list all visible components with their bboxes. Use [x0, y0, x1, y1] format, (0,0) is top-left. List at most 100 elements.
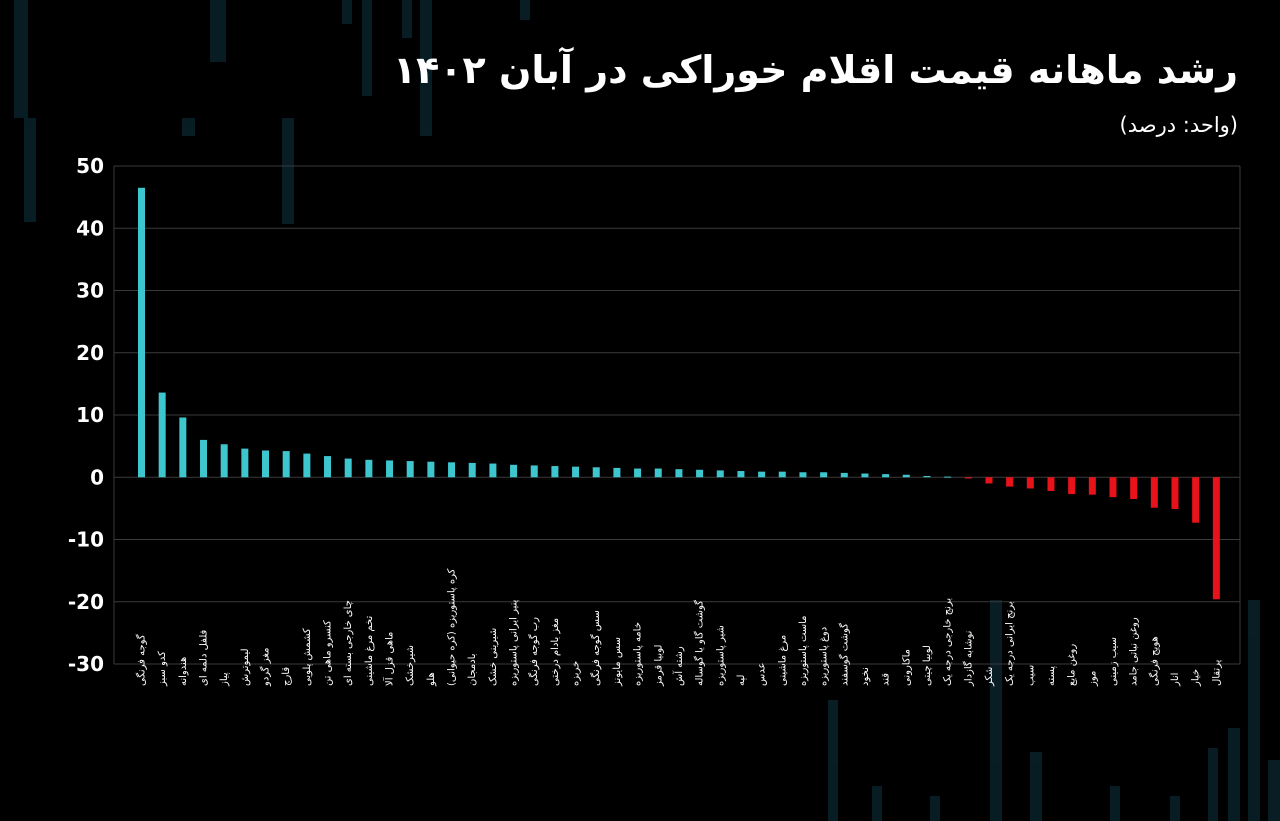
- x-tick-label: روغن نباتی جامد: [1129, 617, 1140, 686]
- bar: [654, 468, 662, 478]
- x-tick-label: لوبیا قرمز: [653, 645, 664, 687]
- bar: [613, 467, 621, 478]
- x-tick-label: کره پاستوریزه (کره حیوانی): [447, 568, 458, 686]
- bar: [1006, 477, 1014, 487]
- x-tick-label: سیب زمینی: [1108, 637, 1119, 686]
- y-tick-label: 20: [76, 341, 104, 365]
- y-tick-label: -10: [68, 528, 104, 552]
- chart-title: رشد ماهانه قیمت اقلام خوراکی در آبان ۱۴۰…: [392, 48, 1238, 92]
- bar: [944, 476, 952, 478]
- x-tick-label: هندوانه: [178, 657, 189, 686]
- x-tick-label: سس گوجه فرنگی: [590, 610, 602, 686]
- bar: [262, 450, 270, 478]
- bar: [324, 456, 332, 478]
- x-tick-label: روغن مایع: [1067, 644, 1078, 686]
- bar: [468, 462, 476, 478]
- x-tick-label: دوغ پاستوریزه: [819, 627, 830, 686]
- bars: [138, 187, 1220, 600]
- x-tick-label: گوجه فرنگی: [136, 634, 148, 686]
- bar: [138, 187, 145, 478]
- x-tick-label: لپه: [736, 675, 747, 686]
- y-tick-label: 0: [90, 465, 104, 489]
- bar: [448, 462, 456, 478]
- bar: [530, 465, 538, 478]
- x-tick-label: خامه پاستوریزه: [633, 622, 644, 686]
- x-tick-label: بادمجان: [467, 654, 478, 687]
- chart-unit-subtitle: (واحد: درصد): [1119, 113, 1238, 137]
- bar: [778, 471, 786, 478]
- bar: [386, 460, 394, 478]
- x-tick-label: کشمش پلویی: [302, 628, 313, 686]
- y-tick-label: -30: [68, 652, 104, 676]
- bar: [489, 463, 497, 478]
- bar: [1192, 477, 1200, 523]
- x-tick-label: شکر: [984, 667, 995, 687]
- bar: [737, 471, 745, 478]
- x-tick-label: خیار: [1191, 669, 1202, 687]
- x-tick-label: کدو سبز: [157, 651, 168, 687]
- x-tick-label: گوشت گوسفند: [838, 623, 850, 686]
- y-tick-label: 10: [76, 403, 104, 427]
- x-tick-label: خربزه: [571, 661, 582, 686]
- bar: [572, 466, 580, 478]
- bar: [282, 451, 290, 478]
- bar: [716, 470, 724, 478]
- x-tick-label: پنیر ایرانی پاستوریزه: [509, 599, 520, 686]
- x-tick-label: فلفل دلمه ای: [199, 629, 210, 686]
- x-tick-label: قند: [881, 673, 892, 686]
- bar: [1068, 477, 1076, 495]
- y-tick-label: 30: [76, 279, 104, 303]
- bar: [200, 439, 208, 478]
- grid-lines: [113, 165, 1241, 665]
- bar: [1109, 477, 1117, 498]
- x-tick-label: برنج خارجی درجه یک: [943, 598, 954, 686]
- x-tick-label: سیب: [1025, 665, 1036, 686]
- y-axis: 50 40 30 20 10 0 -10 -20 -30: [68, 154, 104, 676]
- bar: [1171, 477, 1179, 509]
- bar: [551, 466, 559, 478]
- x-tick-label: ماکارونی: [901, 649, 912, 686]
- x-tick-label: چای خارجی بسته ای: [343, 600, 354, 686]
- bar: [365, 459, 373, 478]
- bar: [1026, 477, 1034, 489]
- x-tick-label: هلو: [426, 672, 437, 687]
- x-tick-label: گوشت گاو یا گوساله: [694, 600, 706, 686]
- bar: [675, 469, 683, 478]
- x-tick-label: شیر پاستوریزه: [715, 625, 726, 686]
- x-tick-label: ماست پاستوریزه: [798, 615, 809, 686]
- x-tick-label: تخم مرغ ماشینی: [364, 616, 375, 686]
- bar: [964, 477, 972, 479]
- x-tick-label: ماهی قزل آلا: [383, 632, 396, 686]
- x-tick-label: مرغ ماشینی: [777, 635, 788, 686]
- bar: [799, 472, 807, 478]
- bar: [303, 453, 311, 478]
- x-tick-label: کنسرو ماهی تن: [323, 620, 334, 686]
- bar: [758, 471, 766, 478]
- y-tick-label: 40: [76, 216, 104, 240]
- bar: [1150, 477, 1158, 508]
- x-tick-label: لوبیا چیتی: [922, 645, 933, 686]
- bar: [592, 467, 600, 478]
- bar: [220, 444, 228, 478]
- bar: [158, 392, 166, 478]
- bar: [344, 458, 352, 478]
- bar: [923, 476, 931, 478]
- x-tick-label: پیاز: [219, 672, 230, 687]
- x-tick-label: لیموترش: [240, 648, 251, 686]
- bar: [861, 473, 869, 478]
- bar: [179, 417, 187, 478]
- bar: [634, 468, 642, 478]
- x-tick-label: مغز گردو: [260, 648, 272, 687]
- bar: [1088, 477, 1096, 495]
- x-tick-label: نخود: [860, 667, 871, 686]
- x-tick-label: انار: [1170, 673, 1181, 687]
- y-tick-label: -20: [68, 590, 104, 614]
- bar: [882, 474, 890, 478]
- x-tick-label: رب گوجه فرنگی: [528, 617, 540, 686]
- bar: [696, 469, 704, 478]
- x-tick-label: هویج فرنگی: [1148, 636, 1160, 686]
- x-tick-label: نوشابه گازدار: [962, 631, 974, 687]
- x-tick-label: پرتقال: [1211, 659, 1222, 686]
